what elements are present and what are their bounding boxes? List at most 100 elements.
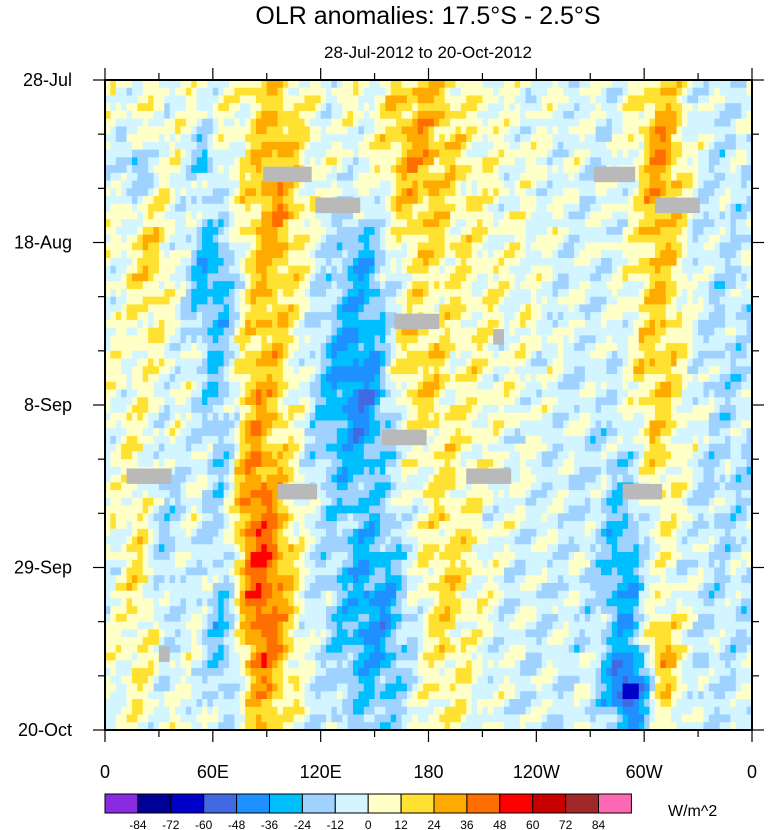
field-cell xyxy=(633,95,640,104)
field-cell xyxy=(105,381,111,391)
field-cell xyxy=(126,95,133,104)
field-cell xyxy=(304,118,311,128)
field-cell xyxy=(239,273,246,282)
field-cell xyxy=(347,180,354,189)
field-cell xyxy=(665,350,672,360)
field-cell xyxy=(450,110,457,120)
field-cell xyxy=(730,172,737,182)
field-cell xyxy=(282,296,289,306)
field-cell xyxy=(460,374,467,383)
field-cell xyxy=(277,196,284,205)
field-cell xyxy=(746,219,752,228)
field-cell xyxy=(363,389,370,398)
field-cell xyxy=(520,87,527,97)
field-cell xyxy=(692,234,699,244)
field-cell xyxy=(660,288,667,298)
field-cell xyxy=(331,157,338,166)
field-cell xyxy=(514,103,521,112)
field-cell xyxy=(396,103,403,112)
field-cell xyxy=(180,265,187,275)
field-cell xyxy=(277,141,284,151)
field-cell xyxy=(584,304,591,313)
field-cell xyxy=(509,172,516,182)
field-cell xyxy=(401,196,408,205)
field-cell xyxy=(460,389,467,398)
field-cell xyxy=(212,273,219,282)
field-cell xyxy=(331,250,338,259)
field-cell xyxy=(229,374,235,383)
field-cell xyxy=(439,343,446,352)
field-cell xyxy=(509,165,516,174)
field-cell xyxy=(180,219,187,228)
field-cell xyxy=(563,257,570,267)
field-cell xyxy=(487,374,494,383)
field-cell xyxy=(714,304,721,313)
field-cell xyxy=(363,397,370,406)
field-cell xyxy=(293,319,300,329)
field-cell xyxy=(121,172,128,182)
field-cell xyxy=(358,327,365,336)
field-cell xyxy=(229,358,235,367)
field-cell xyxy=(536,327,543,336)
field-cell xyxy=(379,227,386,236)
field-cell xyxy=(671,95,678,104)
field-cell xyxy=(175,103,182,112)
field-cell xyxy=(676,281,683,290)
field-cell xyxy=(660,134,667,143)
field-cell xyxy=(525,366,532,375)
field-cell xyxy=(493,203,500,213)
field-cell xyxy=(633,250,640,259)
field-cell xyxy=(741,227,748,236)
field-cell xyxy=(272,95,279,104)
field-cell xyxy=(746,141,752,151)
field-cell xyxy=(687,188,694,197)
field-cell xyxy=(714,227,721,236)
field-cell xyxy=(299,397,306,406)
field-cell xyxy=(336,219,343,228)
field-cell xyxy=(671,312,678,321)
field-cell xyxy=(487,157,494,166)
field-cell xyxy=(617,312,624,321)
field-cell xyxy=(126,188,133,197)
field-cell xyxy=(741,343,748,352)
field-cell xyxy=(374,366,381,375)
field-cell xyxy=(315,103,322,112)
field-cell xyxy=(175,281,182,290)
field-cell xyxy=(207,250,214,259)
field-cell xyxy=(455,242,462,251)
field-cell xyxy=(703,358,710,367)
field-cell xyxy=(503,374,510,383)
field-cell xyxy=(552,296,559,306)
field-cell xyxy=(110,312,117,321)
field-cell xyxy=(401,296,408,306)
field-cell xyxy=(326,211,333,220)
field-cell xyxy=(671,389,678,398)
field-cell xyxy=(439,203,446,213)
field-cell xyxy=(455,110,462,120)
field-cell xyxy=(606,219,613,228)
field-cell xyxy=(627,203,634,213)
field-cell xyxy=(482,250,489,259)
field-cell xyxy=(617,304,624,313)
field-cell xyxy=(622,389,629,398)
field-cell xyxy=(536,219,543,228)
field-cell xyxy=(547,257,554,267)
field-cell xyxy=(450,250,457,259)
field-cell xyxy=(617,389,624,398)
field-cell xyxy=(374,327,381,336)
field-cell xyxy=(423,126,430,135)
field-cell xyxy=(164,172,171,182)
field-cell xyxy=(606,281,613,290)
field-cell xyxy=(687,242,694,251)
field-cell xyxy=(218,319,225,329)
field-cell xyxy=(698,141,705,151)
field-cell xyxy=(514,374,521,383)
field-cell xyxy=(245,273,252,282)
field-cell xyxy=(282,257,289,267)
field-cell xyxy=(644,134,651,143)
field-cell xyxy=(272,87,279,97)
field-cell xyxy=(401,219,408,228)
field-cell xyxy=(185,281,192,290)
field-cell xyxy=(342,118,349,128)
field-cell xyxy=(158,312,165,321)
